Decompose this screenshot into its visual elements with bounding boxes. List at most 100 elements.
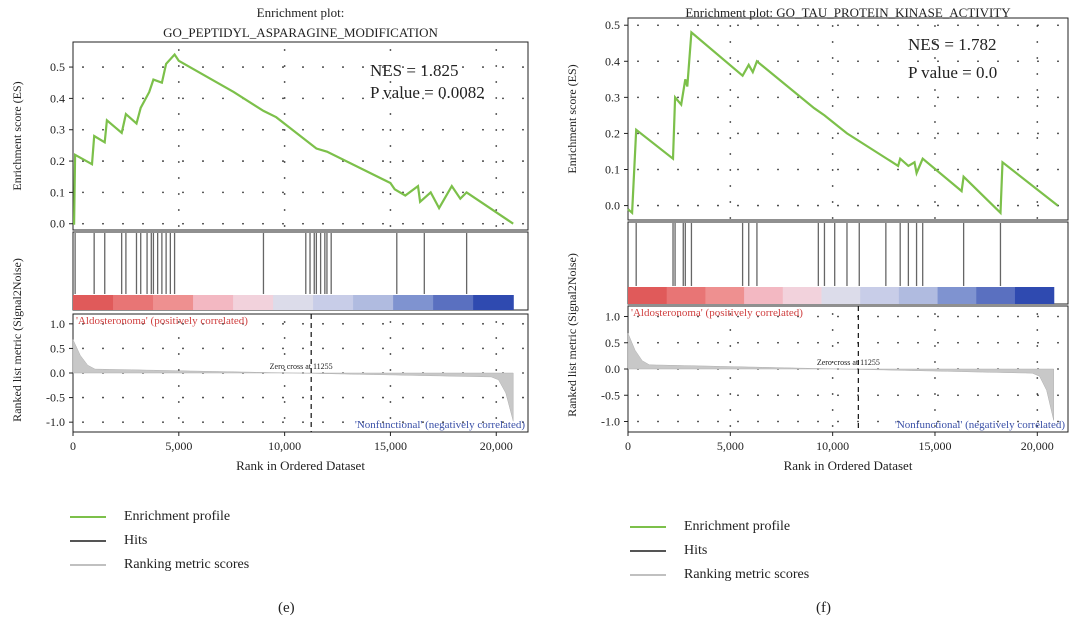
grid-dot	[283, 369, 286, 371]
grid-dot	[677, 132, 679, 135]
grid-dot	[522, 322, 524, 325]
grid-dot	[102, 347, 104, 350]
grid-dot	[242, 66, 244, 68]
grid-dot	[283, 97, 286, 99]
grid-dot	[1057, 315, 1059, 318]
legend-label: Enrichment profile	[684, 519, 791, 534]
grid-dot	[302, 66, 304, 68]
grid-dot	[831, 169, 834, 171]
grid-dot	[1037, 341, 1039, 344]
grid-dot	[1017, 315, 1019, 318]
xtick-label: 0	[625, 439, 631, 453]
grid-dot	[997, 394, 999, 397]
grid-dot	[495, 161, 498, 163]
xtick-label: 20,000	[1021, 439, 1054, 453]
grid-dot	[857, 24, 859, 27]
grid-dot	[82, 191, 84, 194]
grid-dot	[122, 66, 124, 68]
grid-dot	[462, 128, 464, 131]
grid-dot	[462, 97, 464, 100]
grid-dot	[522, 128, 524, 131]
grid-dot	[482, 66, 484, 68]
legend-label: Hits	[124, 533, 148, 548]
grid-dot	[729, 169, 732, 171]
grid-dot	[282, 160, 284, 162]
rank-ytick-label: -0.5	[601, 388, 620, 402]
grid-dot	[462, 66, 464, 68]
grid-dot	[1036, 137, 1039, 139]
grid-dot	[177, 177, 180, 179]
rank-ytick-label: -1.0	[601, 415, 620, 429]
grid-dot	[102, 160, 104, 162]
grid-dot	[322, 128, 324, 131]
grid-dot	[877, 420, 879, 423]
grid-dot	[729, 217, 732, 219]
grid-dot	[757, 168, 759, 171]
grid-dot	[1017, 420, 1019, 423]
grid-dot	[482, 222, 484, 225]
grid-dot	[502, 396, 504, 399]
rank-ytick-label: -0.5	[46, 391, 65, 405]
grid-dot	[877, 341, 879, 344]
xlabel: Rank in Ordered Dataset	[784, 458, 913, 473]
grid-dot	[817, 24, 819, 27]
grid-dot	[977, 168, 979, 171]
grid-dot	[897, 168, 899, 171]
grid-dot	[382, 347, 384, 350]
grid-dot	[242, 222, 244, 225]
grid-dot	[362, 160, 364, 162]
grid-dot	[182, 160, 184, 162]
legend-swatch-gray	[70, 564, 106, 566]
grid-dot	[262, 160, 264, 162]
grid-dot	[1017, 132, 1019, 135]
heatmap-segment	[393, 295, 434, 310]
grid-dot	[177, 81, 180, 83]
grid-dot	[757, 204, 759, 207]
grid-dot	[677, 204, 679, 207]
grid-dot	[997, 24, 999, 27]
grid-dot	[282, 97, 284, 100]
grid-dot	[957, 394, 959, 397]
grid-dot	[657, 24, 659, 27]
grid-dot	[857, 168, 859, 171]
grid-dot	[797, 132, 799, 135]
grid-dot	[102, 421, 104, 424]
grid-dot	[837, 168, 839, 171]
legend-swatch-green	[630, 526, 666, 528]
grid-dot	[934, 345, 936, 347]
grid-dot	[222, 396, 224, 399]
grid-dot	[817, 420, 819, 423]
grid-dot	[522, 421, 524, 424]
grid-dot	[462, 421, 464, 424]
grid-dot	[442, 396, 444, 399]
heatmap-segment	[1014, 287, 1055, 304]
grid-dot	[522, 160, 524, 162]
grid-dot	[957, 96, 959, 99]
grid-dot	[442, 421, 444, 424]
grid-dot	[389, 417, 392, 419]
grid-dot	[677, 60, 679, 63]
grid-dot	[934, 41, 936, 43]
grid-dot	[777, 341, 779, 344]
grid-dot	[82, 396, 84, 399]
grid-dot	[322, 322, 324, 325]
gsea-panel-e: Enrichment plot: GO_PEPTIDYL_ASPARAGINE_M…	[10, 5, 529, 616]
grid-dot	[777, 96, 779, 99]
grid-dot	[777, 315, 779, 318]
grid-dot	[1036, 105, 1039, 107]
grid-dot	[737, 24, 739, 27]
grid-dot	[182, 97, 184, 100]
grid-dot	[1017, 341, 1019, 344]
grid-dot	[677, 168, 679, 171]
grid-dot	[717, 394, 719, 397]
grid-dot	[777, 24, 779, 27]
grid-dot	[389, 113, 392, 115]
grid-dot	[817, 341, 819, 344]
grid-dot	[142, 222, 144, 225]
grid-dot	[362, 322, 364, 325]
grid-dot	[482, 347, 484, 350]
grid-dot	[302, 421, 304, 424]
grid-dot	[422, 222, 424, 225]
grid-dot	[934, 361, 936, 363]
grid-dot	[757, 341, 759, 344]
